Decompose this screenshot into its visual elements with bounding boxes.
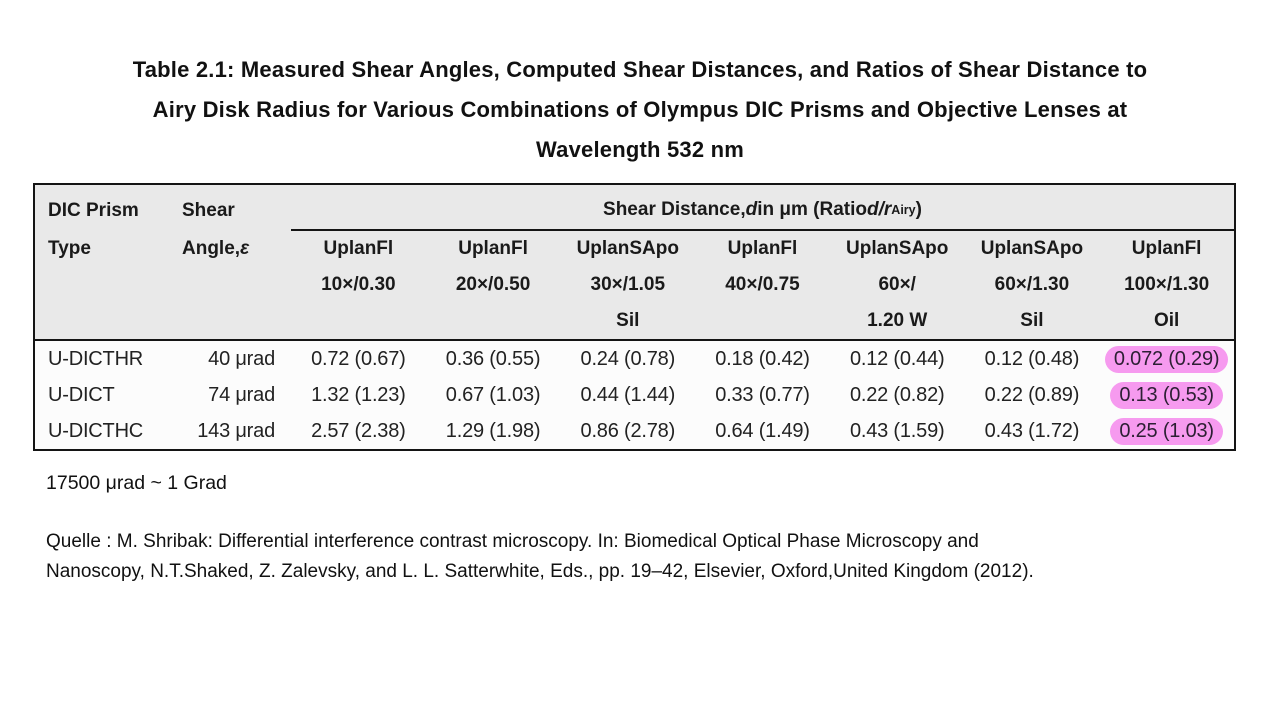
- value-cell: 0.33 (0.77): [715, 383, 810, 406]
- objective-name: UplanFl: [323, 238, 394, 259]
- header-dic-prism: DIC Prism: [48, 200, 139, 221]
- objective-spec: 10×/0.30: [321, 274, 396, 295]
- citation-line-1: Quelle : M. Shribak: Differential interf…: [46, 531, 979, 552]
- prism-type-cell: U-DICTHC: [48, 419, 144, 442]
- objective-medium: Sil: [1020, 310, 1044, 331]
- source-citation: Quelle : M. Shribak: Differential interf…: [46, 527, 1236, 587]
- shear-angle-cell: 143 μrad: [197, 419, 275, 442]
- citation-line-2: Nanoscopy, N.T.Shaked, Z. Zalevsky, and …: [46, 561, 1034, 582]
- span-text-3: ): [915, 199, 922, 220]
- pink-highlight: 0.13 (0.53): [1110, 381, 1223, 409]
- shear-angle-cell: 74 μrad: [208, 383, 275, 406]
- objective-name: UplanFl: [727, 238, 798, 259]
- header-shear: Shear: [182, 200, 235, 221]
- pink-highlight: 0.25 (1.03): [1110, 417, 1223, 445]
- value-cell: 0.64 (1.49): [715, 419, 810, 442]
- value-cell: 0.12 (0.48): [984, 347, 1080, 370]
- shear-distance-table: DIC Prism Shear Shear Distance, d in μm …: [33, 183, 1236, 451]
- table-header: DIC Prism Shear Shear Distance, d in μm …: [35, 185, 1234, 341]
- value-cell: 0.43 (1.59): [849, 419, 945, 442]
- span-text-2: in μm (Ratio: [757, 199, 868, 220]
- header-angle: Angle, ε: [169, 231, 291, 267]
- objective-name: UplanSApo: [846, 238, 949, 259]
- value-cell: 0.72 (0.67): [311, 347, 406, 370]
- pink-highlight: 0.072 (0.29): [1104, 345, 1229, 373]
- span-d-symbol: d: [745, 199, 758, 220]
- header-epsilon-symbol: ε: [240, 238, 250, 259]
- value-cell: 0.86 (2.78): [580, 419, 676, 442]
- objective-spec: 60×/1.30: [994, 274, 1070, 295]
- header-type: Type: [48, 238, 91, 259]
- microrad-conversion-note: 17500 μrad ~ 1 Grad: [46, 472, 227, 494]
- value-cell: 2.57 (2.38): [311, 419, 406, 442]
- objective-name: UplanFl: [1131, 238, 1202, 259]
- value-cell: 0.67 (1.03): [445, 383, 541, 406]
- caption-line-2: Airy Disk Radius for Various Combination…: [152, 97, 1128, 122]
- objective-spec: 20×/0.50: [455, 274, 531, 295]
- objective-spec: 40×/0.75: [725, 274, 800, 295]
- objective-spec: 30×/1.05: [590, 274, 666, 295]
- prism-type-cell: U-DICT: [48, 383, 115, 406]
- highlighted-value-cell: 0.25 (1.03): [1099, 413, 1234, 449]
- value-cell: 0.43 (1.72): [984, 419, 1080, 442]
- value-cell: 1.32 (1.23): [311, 383, 406, 406]
- objective-spec: 60×/: [878, 274, 916, 295]
- span-text-1: Shear Distance,: [603, 199, 746, 220]
- objective-name: UplanSApo: [980, 238, 1084, 259]
- table-body: U-DICTHR 40 μrad 0.72 (0.67) 0.36 (0.55)…: [35, 341, 1234, 449]
- highlighted-value-cell: 0.13 (0.53): [1099, 377, 1234, 413]
- value-cell: 0.36 (0.55): [445, 347, 541, 370]
- value-cell: 0.22 (0.82): [849, 383, 945, 406]
- table-caption: Table 2.1: Measured Shear Angles, Comput…: [0, 50, 1280, 170]
- prism-type-cell: U-DICTHR: [48, 347, 144, 370]
- objective-name: UplanSApo: [576, 238, 679, 259]
- value-cell: 1.29 (1.98): [445, 419, 541, 442]
- caption-line-3: Wavelength 532 nm: [536, 137, 744, 162]
- header-angle-label: Angle,: [182, 238, 241, 259]
- value-cell: 0.24 (0.78): [580, 347, 676, 370]
- objective-medium: Oil: [1153, 310, 1180, 331]
- shear-angle-cell: 40 μrad: [208, 347, 275, 370]
- objective-name: UplanFl: [458, 238, 528, 259]
- objective-spec: 100×/1.30: [1124, 274, 1210, 295]
- caption-line-1: Table 2.1: Measured Shear Angles, Comput…: [132, 57, 1148, 82]
- value-cell: 0.22 (0.89): [984, 383, 1080, 406]
- span-dr-symbol: d/r: [867, 199, 892, 220]
- value-cell: 0.44 (1.44): [580, 383, 676, 406]
- objective-medium: Sil: [616, 310, 640, 331]
- value-cell: 0.12 (0.44): [849, 347, 945, 370]
- span-airy-subscript: Airy: [891, 203, 916, 217]
- objective-medium: 1.20 W: [867, 310, 928, 331]
- header-shear-distance-span: Shear Distance, d in μm (Ratio d/r Airy): [291, 191, 1234, 231]
- highlighted-value-cell: 0.072 (0.29): [1099, 341, 1234, 377]
- value-cell: 0.18 (0.42): [715, 347, 810, 370]
